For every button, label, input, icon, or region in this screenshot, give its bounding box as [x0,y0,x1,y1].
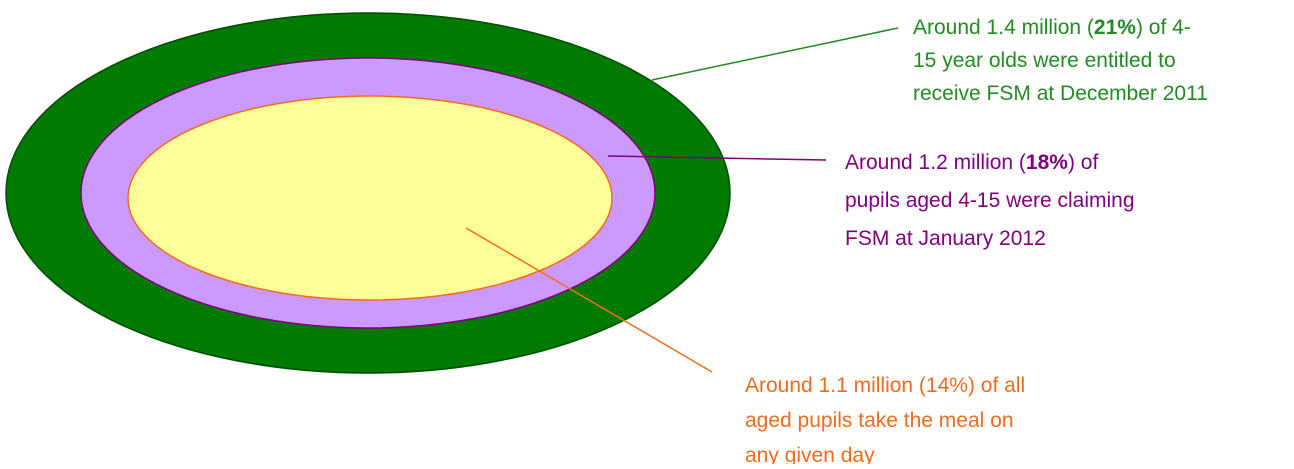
annotation-text: FSM at January 2012 [845,227,1046,250]
annotation-text: ) of [1068,151,1099,174]
annotation-line: pupils aged 4-15 were claiming [845,189,1135,212]
annotation-text: any given day [745,444,875,464]
annotation-text: Around 1.4 million ( [913,16,1094,39]
leader-line [465,227,713,373]
annotation-line: Around 1.4 million (21%) of 4- [913,16,1191,39]
inner-ellipse [127,95,613,301]
annotation-line: Around 1.1 million (14%) of all [745,374,1025,397]
annotation-text: pupils aged 4-15 were claiming [845,189,1135,212]
annotation-line: any given day [745,444,875,464]
leader-line [607,155,827,161]
annotation-text: aged pupils take the meal on [745,409,1014,432]
annotation-highlight: 18% [1026,151,1068,174]
annotation-highlight: 21% [1094,16,1136,39]
annotation-text: 15 year olds were entitled to [913,49,1176,72]
annotation-line: receive FSM at December 2011 [913,82,1208,105]
annotation-text: Around 1.1 million (14%) of all [745,374,1025,397]
annotation-line: Around 1.2 million (18%) of [845,151,1098,174]
annotation-text: receive FSM at December 2011 [913,82,1208,105]
annotation-line: FSM at January 2012 [845,227,1046,250]
annotation-text: ) of 4- [1136,16,1191,39]
leader-line [651,27,899,81]
annotation-line: aged pupils take the meal on [745,409,1014,432]
annotation-text: Around 1.2 million ( [845,151,1026,174]
annotation-line: 15 year olds were entitled to [913,49,1176,72]
